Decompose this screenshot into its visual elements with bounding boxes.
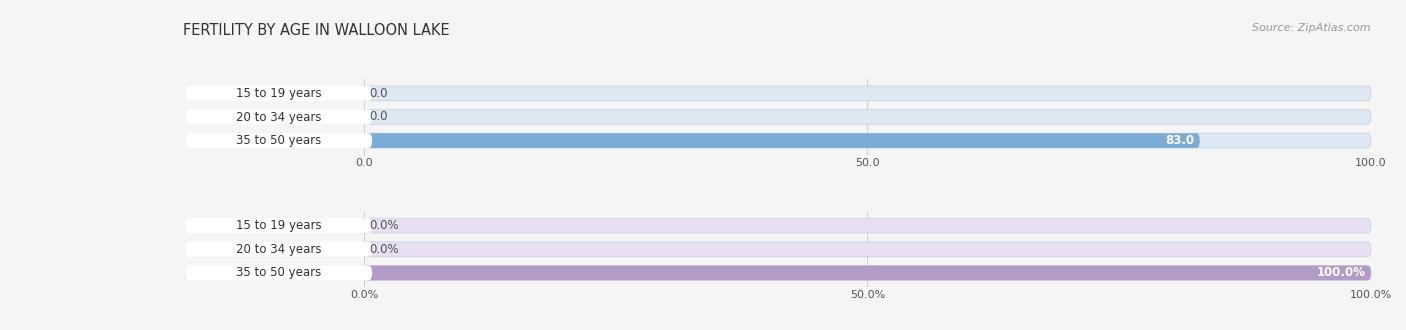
Text: 0.0%: 0.0% [368, 219, 399, 232]
FancyBboxPatch shape [364, 242, 1371, 257]
FancyBboxPatch shape [364, 266, 1371, 280]
Text: 15 to 19 years: 15 to 19 years [236, 87, 322, 100]
FancyBboxPatch shape [364, 86, 1371, 101]
FancyBboxPatch shape [186, 242, 373, 257]
FancyBboxPatch shape [364, 218, 1371, 233]
Text: 35 to 50 years: 35 to 50 years [236, 134, 322, 147]
Text: 15 to 19 years: 15 to 19 years [236, 219, 322, 232]
Text: Source: ZipAtlas.com: Source: ZipAtlas.com [1253, 23, 1371, 33]
Text: 83.0: 83.0 [1166, 134, 1195, 147]
FancyBboxPatch shape [186, 218, 373, 233]
Text: 0.0: 0.0 [368, 111, 388, 123]
FancyBboxPatch shape [364, 133, 1199, 148]
Text: 20 to 34 years: 20 to 34 years [236, 243, 322, 256]
FancyBboxPatch shape [186, 110, 373, 124]
Text: 100.0%: 100.0% [1317, 266, 1365, 280]
FancyBboxPatch shape [364, 110, 1371, 124]
FancyBboxPatch shape [364, 266, 1371, 280]
Text: 0.0%: 0.0% [368, 243, 399, 256]
FancyBboxPatch shape [186, 266, 373, 280]
FancyBboxPatch shape [186, 133, 373, 148]
Text: 0.0: 0.0 [368, 87, 388, 100]
Text: 20 to 34 years: 20 to 34 years [236, 111, 322, 123]
FancyBboxPatch shape [186, 86, 373, 101]
Text: 35 to 50 years: 35 to 50 years [236, 266, 322, 280]
Text: FERTILITY BY AGE IN WALLOON LAKE: FERTILITY BY AGE IN WALLOON LAKE [183, 23, 450, 38]
FancyBboxPatch shape [364, 133, 1371, 148]
